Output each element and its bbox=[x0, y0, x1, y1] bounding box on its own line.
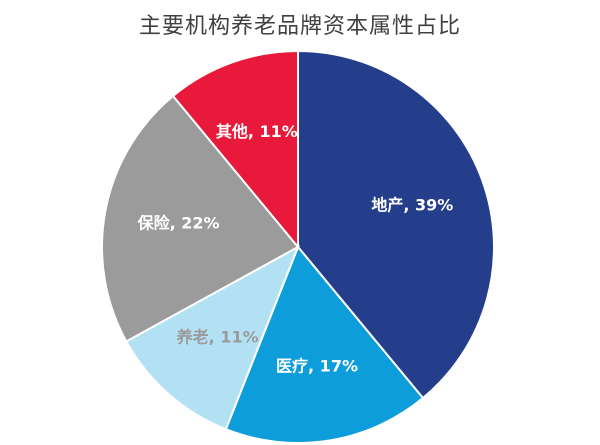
slice-label-保险: 保险, 22% bbox=[137, 214, 220, 233]
pie-slice-地产 bbox=[297, 49, 495, 400]
slice-label-医疗: 医疗, 17% bbox=[276, 357, 358, 376]
slice-label-地产: 地产, 39% bbox=[371, 195, 453, 214]
chart-title: 主要机构养老品牌资本属性占比 bbox=[138, 14, 461, 39]
pie-slice-其他 bbox=[171, 49, 299, 250]
pie-slice-养老 bbox=[124, 244, 300, 431]
slice-label-养老: 养老, 11% bbox=[176, 328, 259, 347]
pie-slice-保险 bbox=[101, 94, 300, 343]
pie-slice-医疗 bbox=[224, 245, 425, 444]
slice-label-其他: 其他, 11% bbox=[216, 122, 298, 141]
